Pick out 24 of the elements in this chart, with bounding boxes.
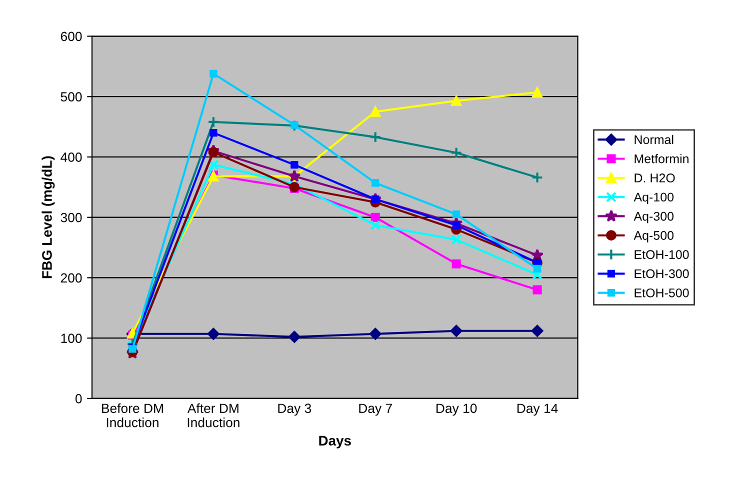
y-tick-label: 600 <box>60 32 82 42</box>
x-tick-label: Day 14 <box>517 404 558 416</box>
legend-label: D. H2O <box>634 174 675 182</box>
legend-label: Aq-300 <box>634 212 674 224</box>
y-tick-label: 200 <box>60 273 82 283</box>
x-tick-label: Day 3 <box>278 404 312 416</box>
legend-label: Aq-100 <box>634 192 674 204</box>
legend-label: Normal <box>634 134 674 144</box>
y-tick-label: 300 <box>60 212 82 222</box>
x-tick-label: Before DM Induction <box>102 403 163 428</box>
x-axis-title: Days <box>319 436 351 448</box>
y-tick-label: 500 <box>60 92 82 102</box>
legend-label: EtOH-100 <box>634 250 689 260</box>
y-tick-label: 0 <box>75 394 82 404</box>
y-axis-title: FBG Level (mg/dL) <box>42 156 55 278</box>
legend-label: EtOH-300 <box>634 269 689 278</box>
legend-label: Aq-500 <box>634 231 674 242</box>
y-tick-label: 400 <box>60 152 82 162</box>
x-tick-label: Day 10 <box>436 404 477 416</box>
legend-label: Metformin <box>634 154 688 164</box>
x-tick-label: Day 7 <box>359 404 392 416</box>
y-tick-label: 100 <box>61 334 82 344</box>
x-tick-label: After DM Induction <box>187 403 240 428</box>
legend-label: EtOH-500 <box>634 288 689 298</box>
